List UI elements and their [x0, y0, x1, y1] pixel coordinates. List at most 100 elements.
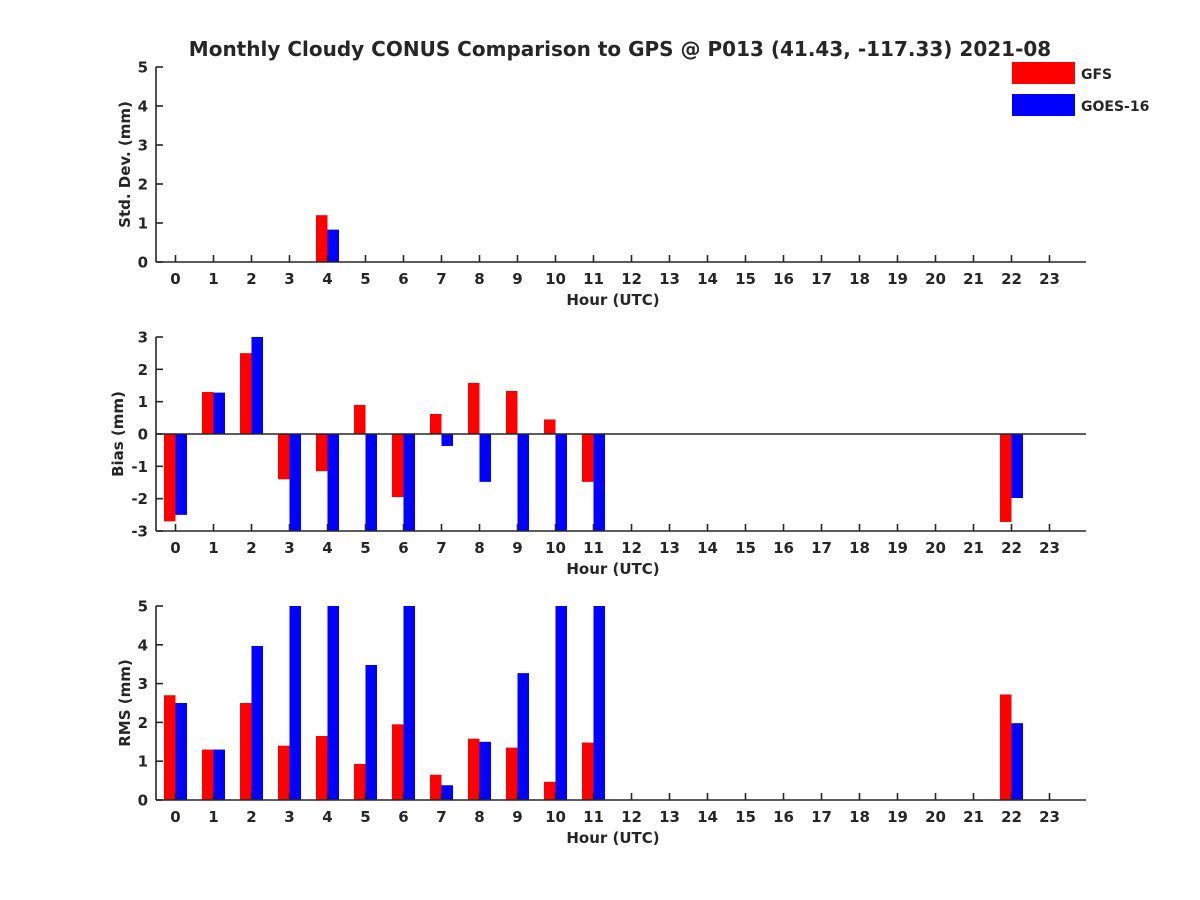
- bar-gfs-hour-3: [278, 434, 290, 480]
- y-tick-label: 3: [138, 137, 148, 155]
- x-tick-label: 22: [1001, 808, 1022, 826]
- x-tick-label: 3: [284, 539, 294, 557]
- x-tick-label: 17: [811, 270, 832, 288]
- x-tick-label: 21: [963, 539, 984, 557]
- legend-swatch-gfs: [1012, 62, 1075, 84]
- bar-goes-16-hour-1: [213, 749, 225, 800]
- y-tick-label: 0: [138, 254, 148, 272]
- x-axis-label: Hour (UTC): [566, 291, 659, 309]
- y-axis-label: RMS (mm): [116, 659, 134, 746]
- x-tick-label: 7: [436, 539, 446, 557]
- y-tick-label: 1: [138, 393, 148, 411]
- bar-goes-16-hour-5: [365, 664, 377, 800]
- x-tick-label: 1: [208, 539, 218, 557]
- y-tick-label: -3: [131, 523, 148, 541]
- x-tick-label: 4: [322, 808, 332, 826]
- bar-gfs-hour-0: [164, 695, 176, 800]
- x-tick-label: 11: [583, 270, 604, 288]
- x-tick-label: 23: [1039, 808, 1060, 826]
- y-tick-label: 1: [138, 753, 148, 771]
- bar-gfs-hour-0: [164, 434, 176, 522]
- bar-goes-16-hour-3: [289, 434, 301, 531]
- x-tick-label: 16: [773, 808, 794, 826]
- x-tick-label: 19: [887, 539, 908, 557]
- bar-gfs-hour-8: [468, 382, 480, 434]
- bar-goes-16-hour-11: [593, 606, 605, 800]
- bar-gfs-hour-1: [202, 749, 214, 800]
- legend-label-gfs: GFS: [1081, 67, 1112, 83]
- bar-goes-16-hour-8: [479, 434, 491, 482]
- x-tick-label: 5: [360, 539, 370, 557]
- legend-label-goes16: GOES-16: [1081, 99, 1149, 115]
- x-tick-label: 11: [583, 808, 604, 826]
- bar-goes-16-hour-8: [479, 741, 491, 800]
- bar-gfs-hour-5: [354, 763, 366, 800]
- y-tick-label: 1: [138, 215, 148, 233]
- bar-gfs-hour-1: [202, 391, 214, 434]
- x-tick-label: 14: [697, 270, 718, 288]
- x-tick-label: 7: [436, 808, 446, 826]
- y-tick-label: 4: [138, 636, 148, 654]
- bar-gfs-hour-11: [582, 434, 594, 482]
- x-tick-label: 16: [773, 539, 794, 557]
- x-tick-label: 13: [659, 270, 680, 288]
- bar-goes-16-hour-9: [517, 673, 529, 800]
- x-tick-label: 15: [735, 539, 756, 557]
- x-tick-label: 9: [512, 539, 522, 557]
- x-tick-label: 5: [360, 270, 370, 288]
- bar-gfs-hour-2: [240, 353, 252, 434]
- bar-goes-16-hour-4: [327, 434, 339, 531]
- x-tick-label: 18: [849, 808, 870, 826]
- x-tick-label: 9: [512, 808, 522, 826]
- bar-gfs-hour-5: [354, 404, 366, 434]
- bar-gfs-hour-4: [316, 735, 328, 800]
- x-tick-label: 20: [925, 539, 946, 557]
- y-tick-label: 3: [138, 675, 148, 693]
- x-tick-label: 1: [208, 808, 218, 826]
- x-tick-label: 0: [170, 539, 180, 557]
- y-tick-label: 3: [138, 329, 148, 347]
- bar-goes-16-hour-4: [327, 229, 339, 262]
- x-tick-label: 3: [284, 270, 294, 288]
- legend: GFS GOES-16: [1012, 62, 1149, 116]
- x-tick-label: 22: [1001, 539, 1022, 557]
- bar-goes-16-hour-2: [251, 645, 263, 800]
- bar-gfs-hour-4: [316, 434, 328, 472]
- y-tick-label: 2: [138, 361, 148, 379]
- chart-title: Monthly Cloudy CONUS Comparison to GPS @…: [189, 37, 1051, 61]
- x-tick-label: 2: [246, 808, 256, 826]
- bar-gfs-hour-9: [506, 747, 518, 800]
- x-tick-label: 12: [621, 270, 642, 288]
- bar-gfs-hour-2: [240, 703, 252, 800]
- bar-gfs-hour-6: [392, 724, 404, 800]
- x-tick-label: 22: [1001, 270, 1022, 288]
- x-tick-label: 14: [697, 808, 718, 826]
- x-tick-label: 15: [735, 270, 756, 288]
- y-tick-label: 5: [138, 598, 148, 616]
- x-tick-label: 8: [474, 270, 484, 288]
- x-tick-label: 17: [811, 808, 832, 826]
- bar-gfs-hour-9: [506, 390, 518, 434]
- bar-goes-16-hour-22: [1011, 434, 1023, 499]
- x-tick-label: 0: [170, 270, 180, 288]
- bar-gfs-hour-7: [430, 774, 442, 800]
- bar-gfs-hour-22: [1000, 694, 1012, 800]
- x-tick-label: 9: [512, 270, 522, 288]
- y-tick-label: 0: [138, 792, 148, 810]
- x-tick-label: 19: [887, 808, 908, 826]
- x-tick-label: 4: [322, 270, 332, 288]
- x-tick-label: 6: [398, 808, 408, 826]
- bar-gfs-hour-11: [582, 742, 594, 800]
- x-tick-label: 16: [773, 270, 794, 288]
- x-tick-label: 0: [170, 808, 180, 826]
- y-tick-label: -2: [131, 490, 148, 508]
- bar-gfs-hour-4: [316, 215, 328, 262]
- x-tick-label: 18: [849, 539, 870, 557]
- bar-goes-16-hour-0: [175, 703, 187, 800]
- bar-gfs-hour-8: [468, 738, 480, 800]
- x-tick-label: 19: [887, 270, 908, 288]
- bar-gfs-hour-10: [544, 781, 556, 800]
- y-tick-label: -1: [131, 458, 148, 476]
- x-tick-label: 10: [545, 539, 566, 557]
